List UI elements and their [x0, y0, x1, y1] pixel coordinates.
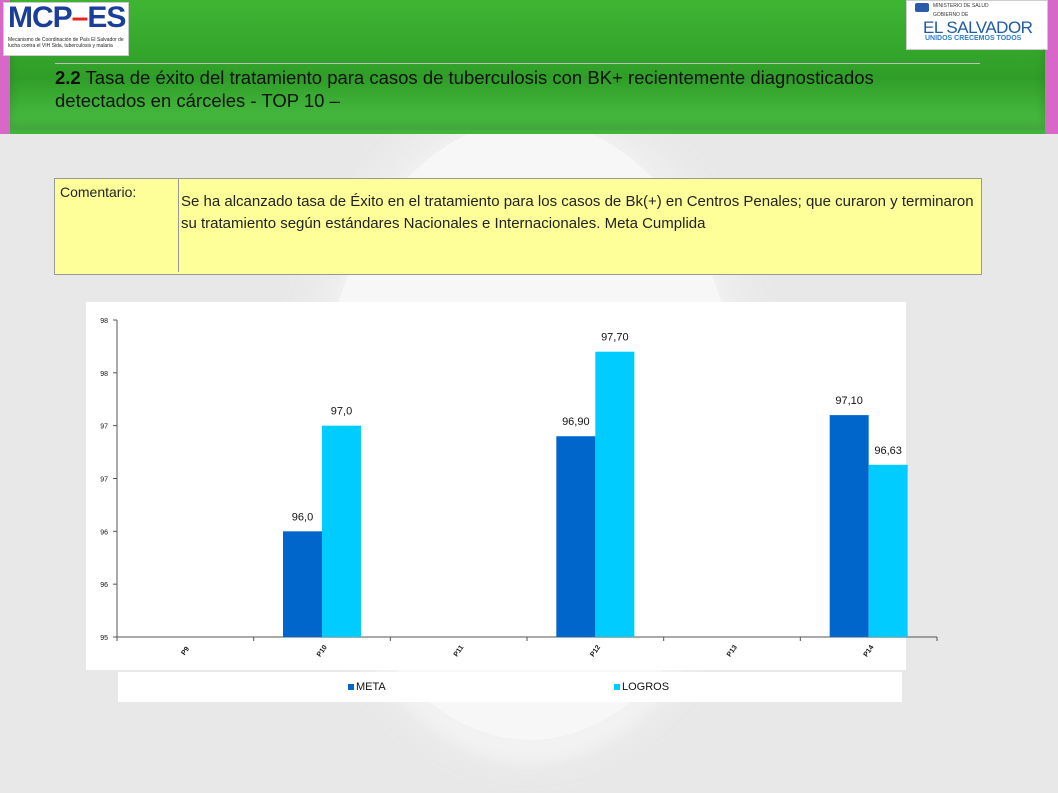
bar-logros [868, 464, 908, 637]
title-number: 2.2 [55, 67, 81, 88]
mcp-es-logo: MCP–ES Mecanismo de Coordinación de País… [3, 1, 129, 56]
y-tick-label: 96 [100, 582, 108, 589]
y-tick-label: 98 [100, 318, 108, 325]
data-label: 97,10 [835, 395, 863, 407]
legend-swatch-meta [348, 684, 354, 690]
comment-label: Comentario: [60, 184, 137, 200]
legend-swatch-logros [614, 684, 620, 690]
banner-stripe-left [0, 0, 10, 134]
logo-brand-dash: – [71, 1, 89, 34]
bar-meta [556, 436, 596, 637]
government-seal-icon [915, 3, 929, 12]
y-tick-label: 95 [100, 635, 108, 642]
y-tick-label: 96 [100, 529, 108, 536]
banner-inner [10, 0, 1045, 130]
logo-motto: UNIDOS CRECEMOS TODOS [925, 35, 1022, 42]
logo-country: EL SALVADOR [923, 18, 1033, 37]
banner-divider [55, 63, 980, 64]
bar-meta [829, 415, 869, 637]
bar-logros [595, 351, 635, 637]
el-salvador-logo: MINISTERIO DE SALUD GOBIERNO DE EL SALVA… [906, 0, 1048, 50]
logo-brand-suffix: ES [87, 1, 126, 34]
comment-text: Se ha alcanzado tasa de Éxito en el trat… [178, 179, 978, 272]
logo-brand-main: MCP [8, 1, 73, 34]
data-label: 96,90 [562, 416, 590, 428]
bar-meta [283, 531, 322, 637]
bar-logros [322, 425, 361, 637]
data-label: 96,63 [874, 445, 902, 457]
legend-label-logros: LOGROS [622, 681, 670, 693]
legend-label-meta: META [356, 681, 386, 693]
title-text: Tasa de éxito del tratamiento para casos… [55, 67, 874, 111]
banner-stripe-right [1045, 0, 1058, 134]
y-tick-label: 98 [100, 371, 108, 378]
y-tick-label: 97 [100, 477, 108, 484]
page-title: 2.2 Tasa de éxito del tratamiento para c… [55, 66, 955, 112]
logo-ministry: MINISTERIO DE SALUD [933, 3, 989, 9]
logo-subtitle: Mecanismo de Coordinación de País El Sal… [8, 37, 124, 49]
logo-gobierno: GOBIERNO DE [933, 12, 969, 18]
data-label: 97,70 [601, 332, 629, 344]
header-banner [0, 0, 1058, 134]
x-tick-label: P9 [180, 646, 191, 657]
comment-box: Comentario: Se ha alcanzado tasa de Éxit… [54, 178, 982, 275]
chart-area [86, 302, 906, 670]
data-label: 97,0 [331, 406, 352, 418]
data-label: 96,0 [292, 511, 313, 523]
y-tick-label: 97 [100, 424, 108, 431]
chart-legend: META LOGROS [118, 672, 902, 702]
